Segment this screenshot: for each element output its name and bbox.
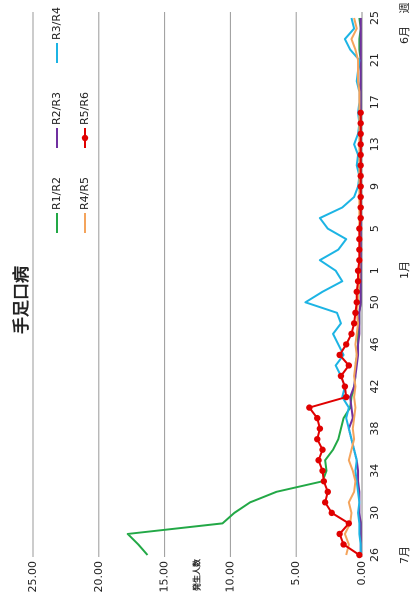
data-point [345, 520, 353, 527]
x-tick-label: 1 [368, 267, 381, 274]
data-point [336, 351, 343, 359]
data-point [356, 551, 363, 559]
data-point [319, 467, 326, 474]
month-label: 6月 [398, 26, 411, 44]
data-point [356, 225, 363, 232]
data-point [357, 183, 364, 190]
y-tick-label: 0.00 [355, 561, 368, 586]
data-point [316, 425, 324, 432]
chart-title: 手足口病 [11, 266, 32, 334]
data-point [357, 193, 364, 201]
data-point [354, 267, 362, 274]
data-point [319, 446, 326, 453]
y-tick-label: 5.00 [289, 561, 302, 586]
y-tick-label: 25.00 [26, 561, 39, 593]
x-tick-label: 34 [368, 464, 381, 478]
data-point [353, 288, 360, 295]
data-point [352, 309, 359, 317]
series-line [343, 17, 361, 556]
data-point [356, 235, 363, 243]
data-point [357, 214, 364, 222]
x-tick-label: 26 [368, 548, 381, 562]
legend-label: R5/R6 [78, 92, 91, 125]
data-point [357, 141, 364, 148]
legend-label: R4/R5 [78, 177, 91, 210]
data-point [357, 109, 364, 116]
data-point [357, 120, 364, 127]
x-tick-label: 50 [368, 295, 381, 309]
data-point [357, 151, 364, 159]
data-point [328, 509, 335, 517]
data-point [337, 372, 345, 380]
data-point [314, 435, 321, 443]
series-line [347, 18, 362, 555]
y-tick-label: 20.00 [92, 561, 105, 593]
x-tick-label: 9 [368, 183, 381, 190]
x-tick-label: 42 [368, 380, 381, 394]
data-point [353, 299, 360, 306]
data-point [336, 530, 343, 538]
data-point [345, 362, 353, 369]
data-point [314, 414, 321, 422]
x-unit: 週 [398, 3, 411, 14]
data-point [350, 320, 358, 327]
data-point [357, 172, 364, 180]
month-label: 1月 [398, 261, 411, 279]
x-tick-label: 25 [368, 11, 381, 25]
x-tick-label: 5 [368, 225, 381, 232]
x-tick-label: 38 [368, 422, 381, 436]
data-point [343, 341, 350, 348]
x-tick-label: 46 [368, 337, 381, 351]
legend-label: R3/R4 [50, 7, 63, 40]
data-point [356, 256, 363, 264]
y-axis-title: 発生人数 [192, 558, 202, 592]
legend-marker [81, 134, 89, 142]
data-point [306, 404, 313, 411]
x-tick-label: 30 [368, 506, 381, 520]
month-label: 7月 [398, 546, 411, 564]
x-tick-label: 13 [368, 137, 381, 151]
data-point [324, 488, 331, 496]
y-tick-label: 10.00 [223, 561, 236, 593]
data-point [341, 383, 349, 390]
data-point [340, 541, 347, 548]
legend-label: R1/R2 [50, 177, 63, 210]
y-tick-label: 15.00 [158, 561, 171, 593]
data-point [348, 330, 355, 338]
data-point [321, 499, 329, 506]
data-point [315, 457, 322, 464]
data-point [343, 393, 350, 401]
data-point [356, 246, 363, 253]
data-point [357, 130, 364, 138]
data-point [357, 162, 364, 169]
x-tick-label: 17 [368, 95, 381, 109]
data-point [320, 478, 328, 485]
legend-label: R2/R3 [50, 92, 63, 125]
x-tick-label: 21 [368, 53, 381, 67]
data-point [357, 204, 364, 211]
data-point [354, 278, 362, 285]
